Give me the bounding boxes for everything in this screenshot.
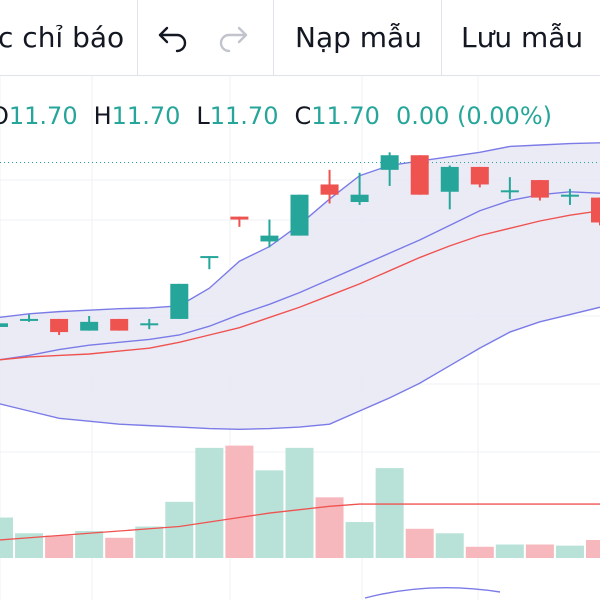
close-value: 11.70	[311, 102, 380, 130]
load-template-label: Nạp mẫu	[295, 21, 422, 54]
volume-bar	[0, 517, 13, 558]
volume-bar	[586, 540, 600, 558]
candle-body	[500, 190, 519, 193]
candle-body	[230, 216, 249, 220]
volume-bar	[555, 545, 584, 558]
candle-body	[290, 194, 309, 236]
candle-body	[0, 323, 8, 327]
candle-body	[410, 155, 429, 195]
volume-bar	[435, 533, 464, 558]
change-value: 0.00 (0.00%)	[395, 102, 552, 130]
undo-button[interactable]	[155, 0, 191, 75]
low-value: 11.70	[209, 102, 279, 130]
candle-body	[440, 166, 459, 192]
candle-body	[80, 321, 99, 331]
volume-bar	[45, 535, 74, 558]
high-key: H	[93, 102, 112, 130]
candles	[0, 152, 600, 335]
toolbar-divider	[137, 0, 138, 75]
open-key: O	[0, 102, 9, 130]
volume-bar	[465, 546, 494, 558]
moving-average-line	[0, 210, 600, 361]
candle-body	[260, 235, 279, 242]
candle-body	[140, 323, 159, 326]
toolbar-divider	[273, 0, 274, 75]
candle-body	[350, 194, 369, 202]
chart-toolbar: c chỉ báo Nạp mẫu Lưu mẫu	[0, 0, 600, 76]
candle-body	[320, 184, 339, 195]
volume-bar	[495, 544, 524, 558]
volume-bars	[0, 445, 600, 558]
lower-pane-line	[364, 586, 501, 599]
bollinger-band-fill	[0, 142, 600, 430]
candle-body	[200, 256, 219, 259]
volume-bar	[195, 447, 224, 558]
indicators-button[interactable]: c chỉ báo	[0, 0, 124, 75]
volume-bar	[405, 528, 434, 558]
volume-bar	[285, 447, 314, 558]
indicators-label: c chỉ báo	[0, 21, 125, 54]
candle-body	[560, 194, 579, 197]
redo-button[interactable]	[215, 0, 251, 75]
low-key: L	[196, 102, 210, 130]
bollinger-lower-line	[0, 306, 600, 430]
toolbar-divider	[441, 0, 442, 75]
volume-bar	[525, 544, 554, 558]
close-key: C	[294, 102, 312, 130]
candle-body	[20, 318, 39, 321]
volume-bar	[345, 522, 374, 558]
save-template-label: Lưu mẫu	[461, 21, 584, 54]
candle-body	[110, 318, 129, 331]
redo-icon	[219, 26, 248, 52]
candle-body	[380, 155, 399, 170]
volume-bar	[105, 537, 134, 558]
candle-body	[470, 166, 489, 185]
candle-body	[591, 197, 600, 223]
undo-icon	[158, 26, 187, 52]
open-value: 11.70	[8, 102, 78, 130]
save-template-button[interactable]: Lưu mẫu	[461, 0, 583, 75]
high-value: 11.70	[111, 102, 181, 130]
volume-bar	[165, 501, 194, 558]
volume-bar	[375, 468, 404, 558]
price-chart[interactable]	[0, 76, 600, 600]
volume-bar	[75, 531, 104, 558]
volume-bar	[135, 526, 164, 558]
load-template-button[interactable]: Nạp mẫu	[295, 0, 422, 75]
volume-ma-line	[0, 503, 600, 541]
bollinger-middle-line	[0, 191, 600, 361]
ohlc-legend: O11.70 H11.70 L11.70 C11.70 0.00 (0.00%)	[0, 98, 552, 134]
candle-body	[530, 180, 549, 198]
candle-body	[170, 283, 189, 319]
volume-bar	[225, 445, 254, 558]
candle-body	[50, 318, 69, 333]
